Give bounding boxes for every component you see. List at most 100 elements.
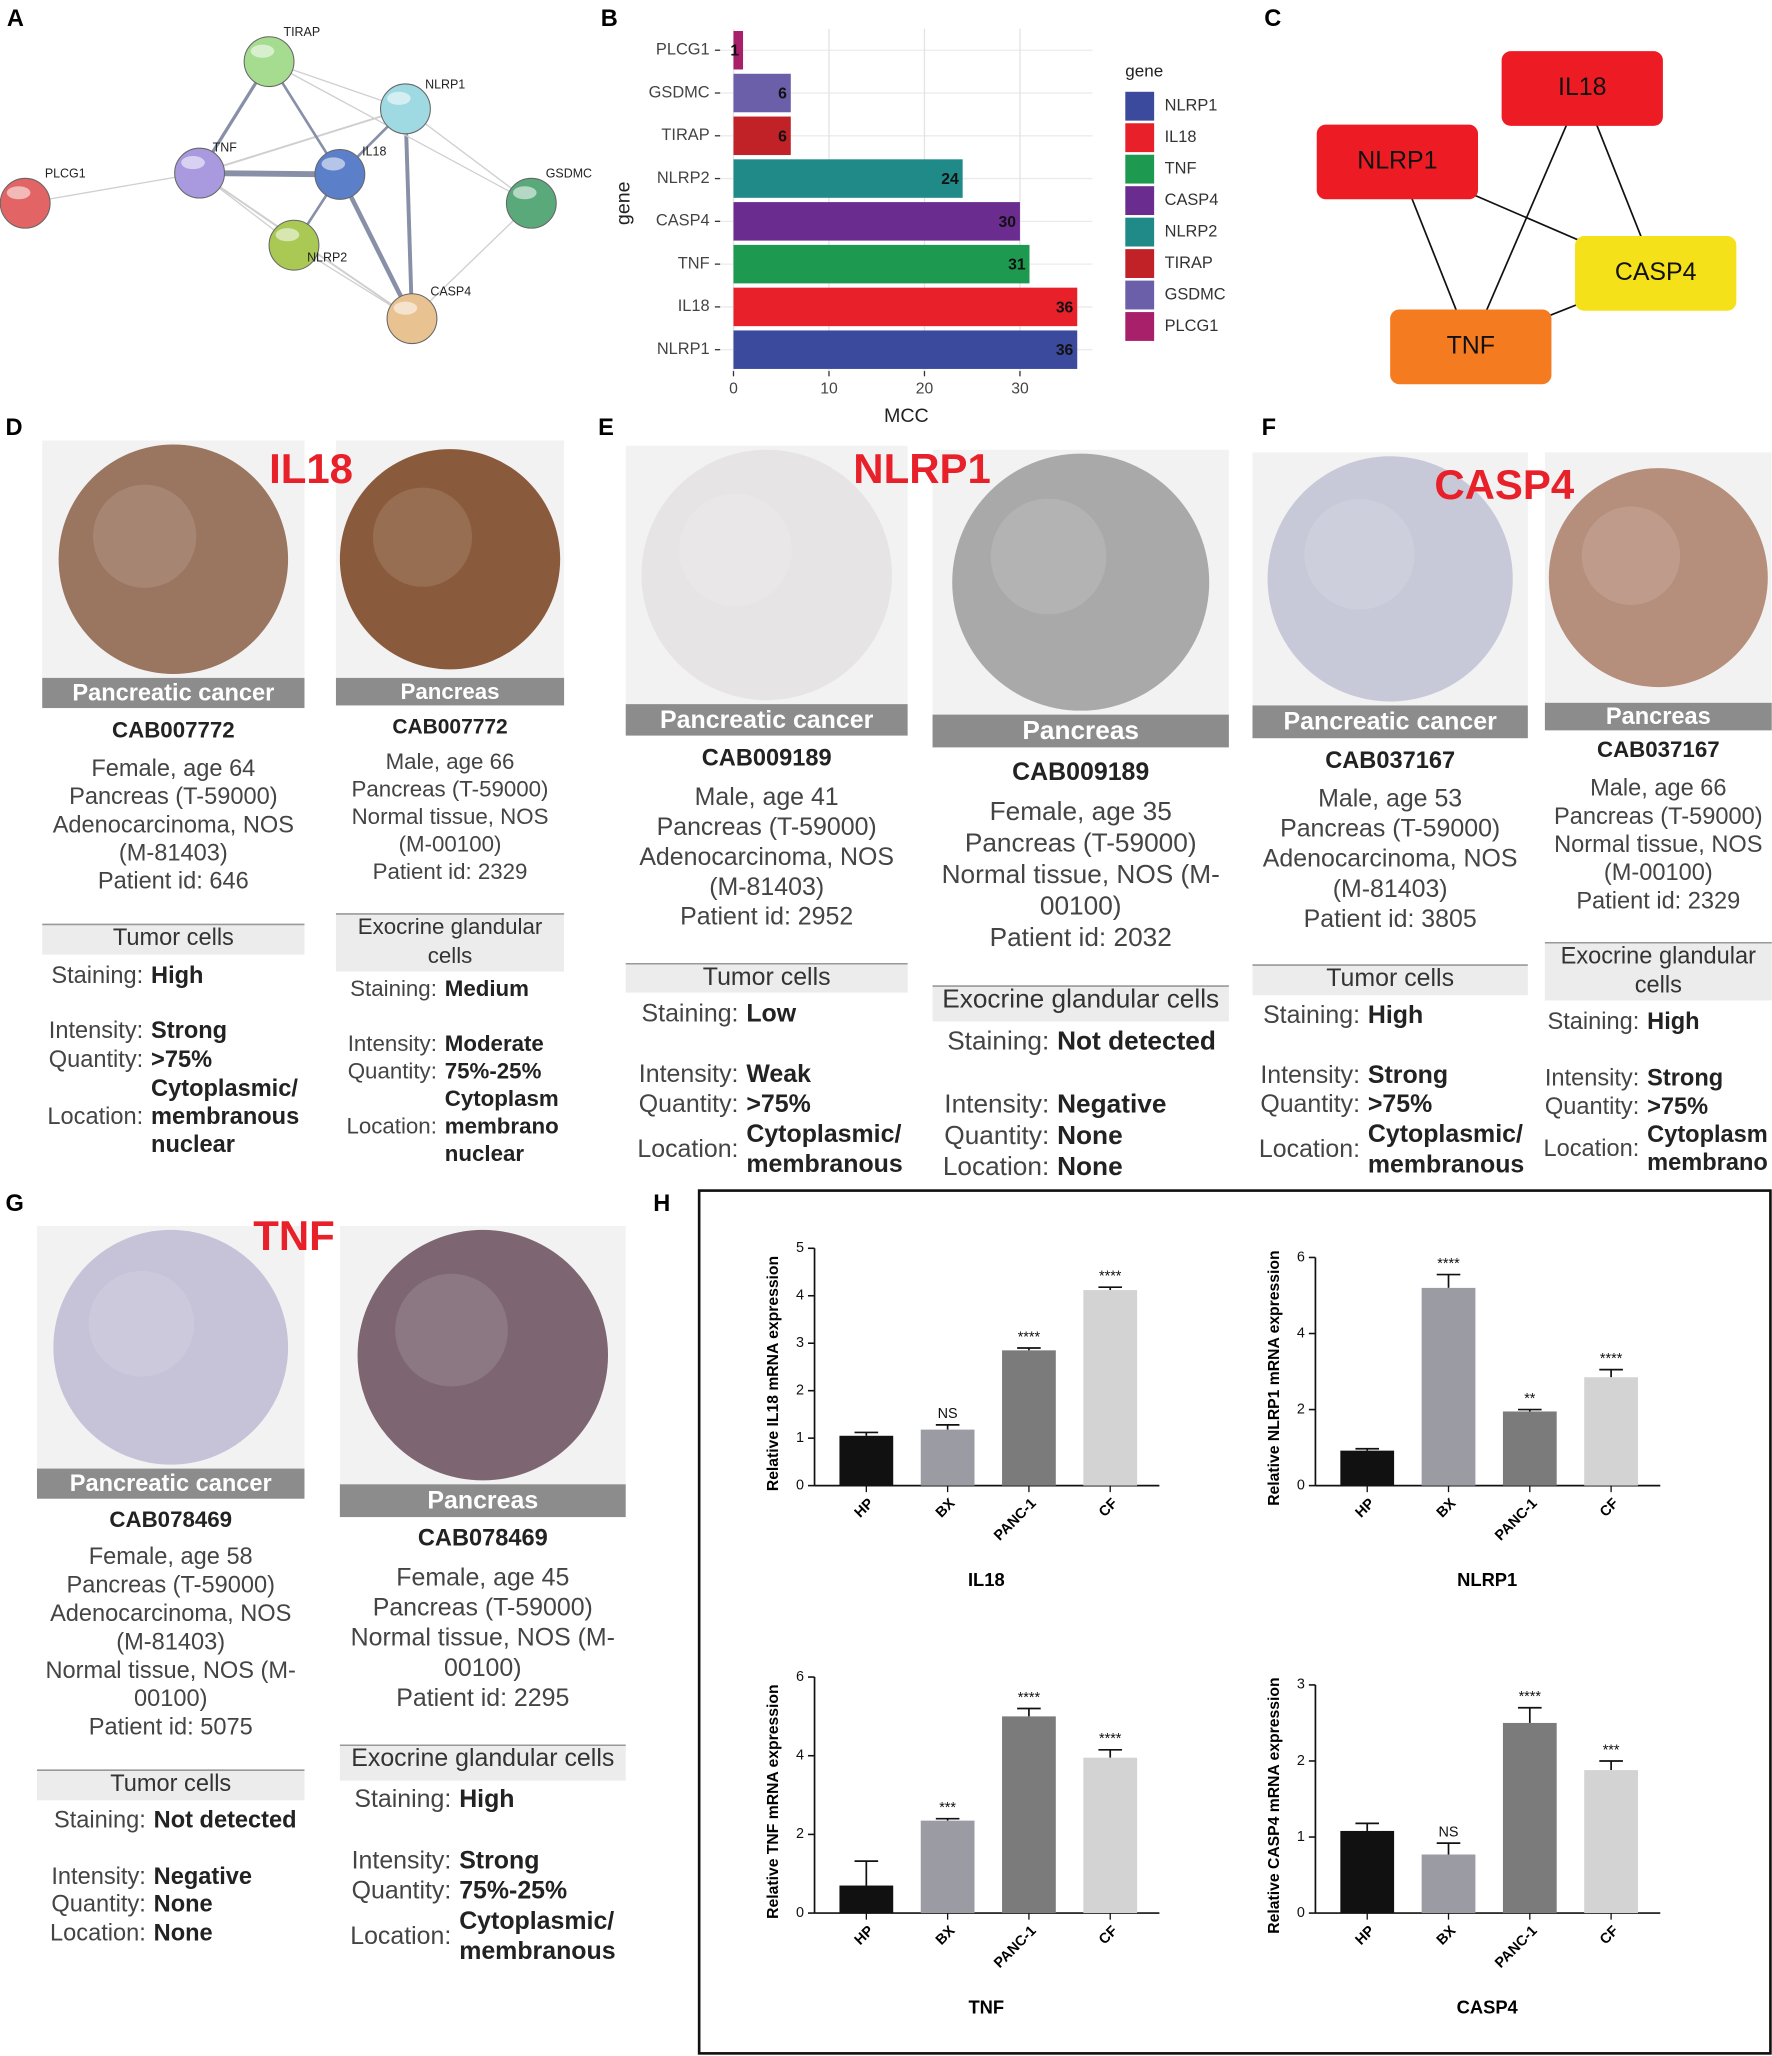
sample-info: Normal tissue, NOS (M- xyxy=(46,1658,296,1684)
field-value: None xyxy=(154,1891,213,1917)
node-highlight xyxy=(387,91,411,105)
network-node xyxy=(1316,124,1479,200)
sample-info: Pancreas (T-59000) xyxy=(657,813,877,841)
field-value: Cytoplasm xyxy=(1647,1122,1768,1148)
section-title: cells xyxy=(428,943,473,968)
sample-info: Patient id: 2329 xyxy=(373,859,528,884)
network-edge xyxy=(199,107,406,175)
sample-info: (M-81403) xyxy=(119,840,228,866)
network-node xyxy=(379,83,431,135)
network-node xyxy=(1575,236,1737,311)
x-tick-label: 30 xyxy=(1011,381,1029,398)
x-axis-title: IL18 xyxy=(968,1569,1005,1590)
field-value: Negative xyxy=(154,1864,252,1890)
y-tick-label: IL18 xyxy=(678,297,710,315)
field-value: None xyxy=(1057,1120,1123,1150)
field-value: >75% xyxy=(746,1090,810,1118)
sample-info: Normal tissue, NOS (M- xyxy=(942,859,1220,889)
sample-info: Patient id: 2952 xyxy=(680,903,853,931)
y-tick-label: 4 xyxy=(1297,1325,1305,1341)
network-edge xyxy=(411,202,532,320)
section-bg xyxy=(335,913,565,972)
sample-info: Normal tissue, NOS (M- xyxy=(351,1624,615,1652)
panel-label: H xyxy=(653,1191,670,1217)
network-edge xyxy=(25,172,200,204)
field-key: Staining: xyxy=(947,1025,1049,1055)
node-label: NLRP2 xyxy=(307,251,347,265)
node-label: TNF xyxy=(213,140,238,154)
field-value: Medium xyxy=(445,976,529,1001)
field-value: Not detected xyxy=(154,1808,297,1834)
field-key: Staining: xyxy=(1547,1009,1639,1035)
field-value: Strong xyxy=(151,1018,227,1044)
column-header: Pancreatic cancer xyxy=(70,1471,272,1497)
section-title: Tumor cells xyxy=(110,1771,231,1797)
x-tick-label: HP xyxy=(852,1495,878,1521)
y-tick-label: 4 xyxy=(796,1288,804,1304)
section-bg xyxy=(932,986,1229,1022)
significance-label: **** xyxy=(1600,1351,1623,1367)
section-title: Exocrine glandular xyxy=(358,914,543,939)
y-tick-label: 3 xyxy=(1297,1677,1305,1693)
field-value: Cytoplasmic/ xyxy=(1368,1120,1523,1148)
y-axis-label: Relative NLRP1 mRNA expression xyxy=(1266,1250,1283,1505)
x-tick-label: PANC-1 xyxy=(1492,1496,1540,1544)
field-key: Quantity: xyxy=(1545,1094,1639,1120)
y-tick-label: 2 xyxy=(1297,1753,1305,1769)
column-header: Pancreas xyxy=(400,679,499,704)
y-tick-label: 0 xyxy=(1297,1905,1305,1921)
legend-swatch xyxy=(1125,217,1155,247)
bar xyxy=(733,244,1030,284)
x-tick-label: PANC-1 xyxy=(991,1496,1039,1544)
legend-swatch xyxy=(1125,186,1155,216)
field-key: Intensity: xyxy=(348,1031,437,1056)
value-label: 6 xyxy=(778,85,787,102)
field-value: membrano xyxy=(445,1114,559,1139)
node-label: CASP4 xyxy=(1615,258,1697,286)
bar xyxy=(1421,1854,1476,1914)
x-tick-label: BX xyxy=(933,1495,959,1521)
panel-label: B xyxy=(601,6,618,32)
legend-swatch xyxy=(1125,91,1155,121)
significance-label: **** xyxy=(1018,1329,1041,1345)
legend-label: TNF xyxy=(1165,159,1197,177)
sample-info: (M-00100) xyxy=(399,832,502,857)
bar xyxy=(733,30,744,70)
significance-label: *** xyxy=(1603,1742,1620,1758)
antibody-id: CAB007772 xyxy=(392,715,507,738)
legend-swatch xyxy=(1125,312,1155,341)
gene-title: IL18 xyxy=(269,445,353,492)
y-axis-label: Relative IL18 mRNA expression xyxy=(765,1256,782,1491)
bar xyxy=(839,1885,894,1914)
field-value: nuclear xyxy=(151,1132,235,1158)
column-header: Pancreatic cancer xyxy=(660,706,874,734)
antibody-id: CAB078469 xyxy=(418,1526,548,1552)
y-tick-label: PLCG1 xyxy=(656,41,710,59)
section-title: Exocrine glandular xyxy=(1561,943,1757,969)
x-tick-label: PANC-1 xyxy=(991,1923,1039,1971)
network-node xyxy=(1390,309,1552,385)
network-node xyxy=(314,148,366,200)
y-tick-label: 6 xyxy=(1297,1249,1305,1265)
sample-info: (M-81403) xyxy=(709,873,824,901)
bar xyxy=(1421,1287,1476,1486)
network-edge xyxy=(1470,88,1584,348)
x-tick-label: HP xyxy=(852,1923,878,1949)
bar xyxy=(1502,1411,1557,1486)
value-label: 24 xyxy=(941,171,959,188)
field-value: High xyxy=(1368,1001,1423,1029)
legend-swatch xyxy=(1125,280,1155,310)
column-header-bg xyxy=(36,1468,305,1499)
value-label: 36 xyxy=(1056,299,1074,316)
gene-title: CASP4 xyxy=(1434,461,1575,508)
sample-info: 00100) xyxy=(444,1654,522,1682)
node-highlight xyxy=(250,44,275,58)
antibody-id: CAB037167 xyxy=(1325,748,1455,774)
sample-info: Pancreas (T-59000) xyxy=(373,1593,593,1621)
y-tick-label: 0 xyxy=(1297,1477,1305,1493)
antibody-id: CAB078469 xyxy=(109,1507,232,1532)
section-bg xyxy=(625,963,908,993)
y-tick-label: CASP4 xyxy=(656,212,710,230)
network-node xyxy=(0,177,51,229)
column-header-bg xyxy=(625,704,908,736)
